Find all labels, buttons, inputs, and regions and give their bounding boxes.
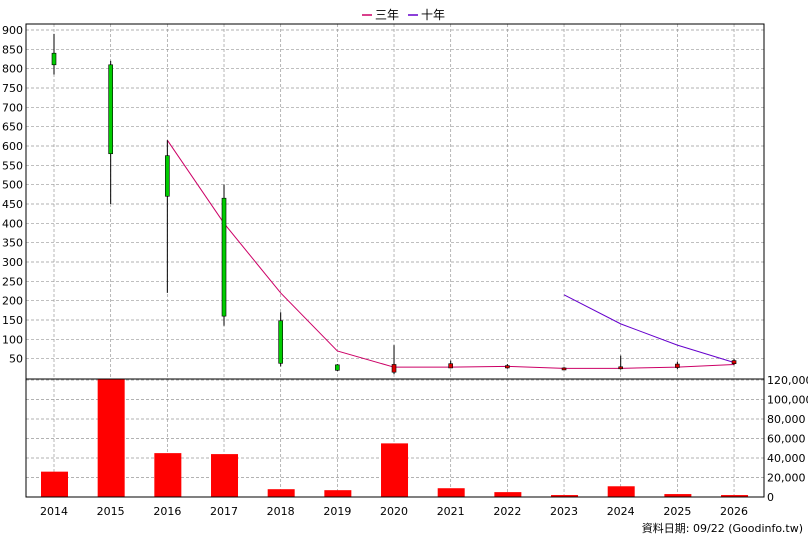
price-tick-label: 650 — [2, 121, 23, 134]
candle-body — [675, 363, 680, 368]
price-tick-label: 350 — [2, 237, 23, 250]
year-tick-label: 2015 — [97, 505, 125, 518]
year-tick-label: 2022 — [493, 505, 521, 518]
volume-bar — [324, 490, 352, 497]
price-tick-label: 400 — [2, 217, 23, 230]
year-tick-label: 2025 — [663, 505, 691, 518]
candle-body — [505, 365, 510, 369]
legend-label-3yr: 三年 — [375, 8, 399, 22]
year-tick-label: 2017 — [210, 505, 238, 518]
year-tick-label: 2026 — [720, 505, 748, 518]
price-tick-label: 150 — [2, 314, 23, 327]
volume-bar — [267, 489, 295, 497]
price-tick-label: 250 — [2, 275, 23, 288]
price-tick-label: 550 — [2, 159, 23, 172]
candle-body — [165, 155, 170, 197]
candle-body — [278, 320, 283, 364]
volume-bar — [437, 488, 465, 497]
volume-bar — [41, 471, 68, 497]
candle-body — [391, 364, 397, 373]
price-tick-label: 900 — [2, 24, 23, 37]
legend: 三年 十年 — [362, 8, 445, 22]
year-tick-label: 2023 — [550, 505, 578, 518]
volume-bar — [494, 492, 522, 497]
volume-bars — [41, 379, 749, 497]
volume-bar — [664, 494, 692, 497]
year-tick-label: 2016 — [153, 505, 181, 518]
price-tick-label: 850 — [2, 43, 23, 56]
candle-body — [108, 64, 113, 155]
volume-bar — [551, 495, 579, 497]
year-tick-label: 2019 — [323, 505, 351, 518]
grid — [26, 24, 764, 498]
volume-bar — [381, 443, 409, 497]
data-date-footer: 資料日期: 09/22 (Goodinfo.tw) — [642, 521, 803, 535]
candle-body — [51, 52, 57, 66]
year-tick-label: 2018 — [267, 505, 295, 518]
price-tick-label: 450 — [2, 198, 23, 211]
price-tick-label: 300 — [2, 256, 23, 269]
candle-body — [561, 367, 567, 371]
axes: 50 100 150 200 250 300 350 400 450 500 550 600 650 70… — [2, 23, 808, 518]
legend-label-10yr: 十年 — [421, 8, 445, 22]
price-tick-label: 50 — [9, 353, 23, 366]
price-tick-label: 750 — [2, 82, 23, 95]
price-tick-label: 200 — [2, 295, 23, 308]
candle-body — [221, 197, 227, 317]
price-tick-label: 500 — [2, 179, 23, 192]
volume-tick-label: 0 — [767, 491, 774, 504]
candle-body — [335, 364, 340, 371]
volume-bar — [721, 495, 749, 497]
candle-body — [731, 360, 737, 364]
volume-bar — [97, 379, 125, 497]
volume-bar — [607, 486, 635, 497]
year-tick-label: 2024 — [607, 505, 635, 518]
price-tick-label: 800 — [2, 63, 23, 76]
price-tick-label: 600 — [2, 140, 23, 153]
volume-tick-label: 60,000 — [767, 433, 806, 446]
volume-bar — [154, 453, 182, 497]
price-tick-label: 100 — [2, 333, 23, 346]
line-十年 — [563, 294, 735, 364]
volume-tick-label: 100,000 — [767, 394, 808, 407]
candle-body — [448, 363, 453, 369]
candle-body — [618, 366, 624, 370]
year-tick-label: 2021 — [437, 505, 465, 518]
volume-bar — [211, 454, 239, 497]
volume-tick-label: 80,000 — [767, 413, 806, 426]
year-tick-label: 2020 — [380, 505, 408, 518]
volume-tick-label: 40,000 — [767, 452, 806, 465]
volume-tick-label: 120,000 — [767, 374, 808, 387]
plot-frame — [25, 23, 765, 498]
year-tick-label: 2014 — [40, 505, 68, 518]
price-tick-label: 700 — [2, 101, 23, 114]
candlesticks — [51, 33, 737, 375]
volume-tick-label: 20,000 — [767, 472, 806, 485]
